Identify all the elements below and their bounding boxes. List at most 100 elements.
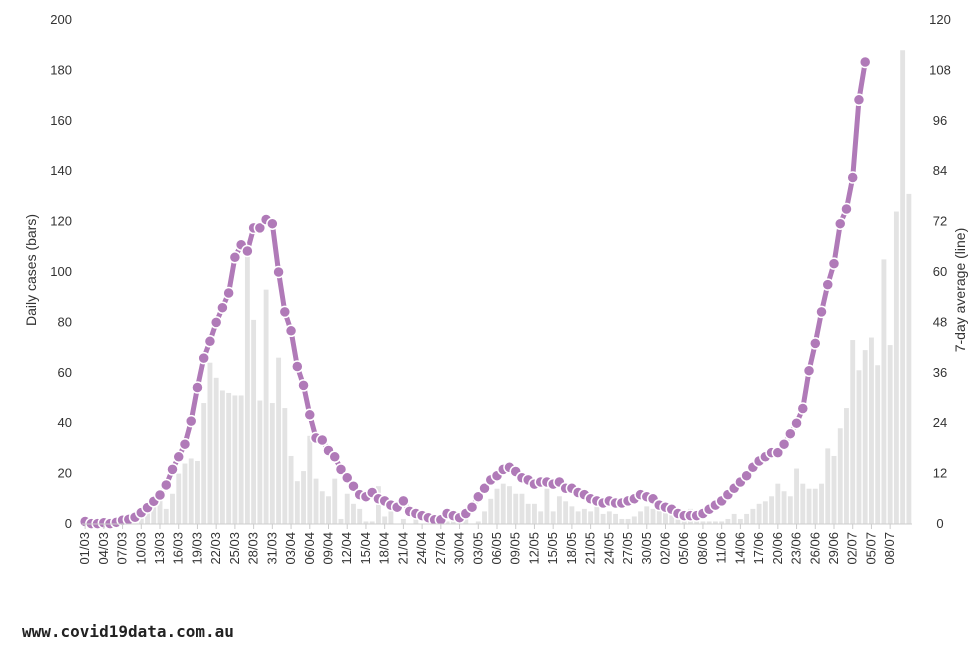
- x-tick-label: 05/07: [863, 532, 878, 565]
- right-y-tick-label: 0: [936, 516, 943, 531]
- seven-day-average-point: [241, 244, 254, 258]
- daily-case-bar: [307, 435, 313, 524]
- x-tick-label: 24/04: [414, 532, 429, 565]
- x-tick-label: 05/06: [676, 532, 691, 565]
- seven-day-average-point: [796, 402, 810, 415]
- x-tick-label: 29/06: [826, 532, 841, 565]
- seven-day-average-point: [472, 490, 485, 503]
- seven-day-average-point: [821, 278, 834, 291]
- daily-case-bar: [157, 498, 163, 524]
- left-y-tick-label: 20: [58, 466, 72, 481]
- daily-case-bar: [238, 395, 244, 524]
- daily-case-bar: [588, 511, 594, 524]
- daily-case-bar: [644, 506, 650, 524]
- seven-day-average-point: [184, 414, 198, 428]
- seven-day-average-point: [278, 305, 292, 319]
- x-tick-label: 20/06: [770, 532, 785, 565]
- daily-case-bar: [669, 511, 675, 524]
- daily-case-bar: [207, 362, 213, 524]
- site-url-footer[interactable]: www.covid19data.com.au: [22, 622, 234, 641]
- x-tick-label: 10/03: [133, 532, 148, 565]
- left-y-tick-label: 80: [58, 314, 72, 329]
- daily-case-bar: [444, 521, 450, 524]
- daily-case-bar: [756, 503, 762, 524]
- x-tick-label: 28/03: [246, 532, 261, 565]
- daily-case-bar: [887, 345, 893, 524]
- daily-case-bar: [744, 513, 750, 524]
- x-tick-label: 31/03: [264, 532, 279, 565]
- daily-case-bar: [500, 483, 506, 524]
- x-tick-label: 07/03: [115, 532, 130, 565]
- daily-case-bar: [463, 516, 469, 524]
- daily-case-bar: [700, 521, 706, 524]
- right-y-tick-label: 120: [929, 12, 951, 27]
- right-y-tick-label: 12: [933, 466, 947, 481]
- x-tick-label: 06/04: [302, 532, 317, 565]
- daily-case-bar: [257, 400, 263, 524]
- daily-case-bar: [775, 483, 781, 524]
- daily-case-bar: [232, 395, 238, 524]
- daily-case-bar: [488, 498, 494, 524]
- daily-case-bar: [581, 508, 587, 524]
- daily-case-bar: [369, 521, 375, 524]
- daily-case-bar: [226, 392, 232, 524]
- daily-case-bar: [893, 211, 899, 524]
- daily-case-bar: [382, 516, 388, 524]
- left-y-tick-label: 160: [50, 113, 72, 128]
- seven-day-average-point: [846, 171, 859, 184]
- seven-day-average-point: [153, 488, 167, 502]
- right-y-tick-label: 72: [933, 214, 947, 229]
- seven-day-average-point: [740, 469, 753, 482]
- right-y-tick-label: 60: [933, 264, 947, 279]
- daily-case-bar: [850, 340, 856, 524]
- left-y-tick-label: 40: [58, 415, 72, 430]
- seven-day-average-point: [827, 257, 841, 270]
- daily-case-bar: [725, 518, 731, 524]
- seven-day-average-point: [178, 437, 192, 451]
- daily-case-bar: [276, 357, 282, 524]
- x-tick-label: 06/05: [489, 532, 504, 565]
- daily-case-bar: [812, 488, 818, 524]
- daily-case-bar: [475, 521, 481, 524]
- daily-case-bar: [569, 506, 575, 524]
- daily-case-bar: [513, 493, 519, 524]
- daily-case-bar: [769, 496, 775, 524]
- daily-case-bar: [762, 501, 768, 524]
- x-tick-label: 09/05: [508, 532, 523, 565]
- x-tick-label: 15/04: [358, 532, 373, 565]
- x-tick-label: 15/05: [545, 532, 560, 565]
- daily-case-bar: [532, 503, 537, 524]
- daily-case-bar: [338, 518, 344, 524]
- daily-case-bar: [638, 511, 643, 524]
- seven-day-average-point: [771, 446, 785, 459]
- daily-case-bar: [650, 508, 656, 524]
- right-y-tick-label: 108: [929, 62, 951, 77]
- seven-day-average-point: [316, 433, 329, 447]
- x-tick-label: 12/05: [526, 532, 541, 565]
- daily-case-bar: [244, 244, 250, 524]
- daily-case-bar: [163, 508, 169, 524]
- left-y-tick-label: 60: [58, 365, 72, 380]
- daily-case-bar: [450, 521, 456, 524]
- daily-case-bar: [819, 483, 824, 524]
- x-tick-label: 16/03: [171, 532, 186, 565]
- x-tick-label: 02/06: [658, 532, 673, 565]
- left-y-tick-label: 180: [50, 62, 72, 77]
- right-y-ticks: 0 12 24 36 48 60 72 84 96 108 120: [929, 12, 951, 531]
- x-tick-label: 18/04: [377, 532, 392, 565]
- daily-case-bar: [750, 508, 756, 524]
- daily-case-bar: [182, 463, 188, 524]
- x-tick-label: 23/06: [789, 532, 804, 565]
- x-tick-label: 01/03: [77, 532, 92, 565]
- x-tick-label: 21/04: [395, 532, 410, 565]
- left-y-ticks: 0 20 40 60 80 100 120 140 160 180 200: [50, 12, 72, 531]
- x-tick-label: 30/04: [452, 532, 467, 565]
- x-tick-label: 19/03: [189, 532, 204, 565]
- seven-day-average-point: [833, 217, 847, 230]
- seven-day-average-point: [802, 364, 816, 377]
- daily-case-bar: [869, 337, 874, 524]
- x-tick-label: 26/06: [807, 532, 822, 565]
- seven-day-average-point: [303, 408, 317, 422]
- daily-case-bar: [806, 488, 812, 524]
- daily-case-bar: [556, 496, 562, 524]
